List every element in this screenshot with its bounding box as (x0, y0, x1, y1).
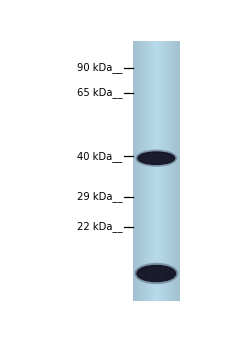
Bar (157, 41, 158, 301)
Bar (167, 41, 168, 301)
Bar (142, 41, 143, 301)
Bar (140, 41, 141, 301)
Bar (166, 41, 167, 301)
Bar (174, 41, 175, 301)
Text: 90 kDa__: 90 kDa__ (77, 63, 122, 73)
Bar (163, 41, 164, 301)
Bar (160, 41, 161, 301)
Bar (136, 41, 137, 301)
Bar (164, 41, 165, 301)
Bar (177, 41, 178, 301)
Bar (151, 41, 152, 301)
Text: 29 kDa__: 29 kDa__ (77, 191, 122, 202)
Bar (146, 41, 147, 301)
Bar (137, 41, 138, 301)
Bar (175, 41, 176, 301)
Bar (165, 41, 166, 301)
Bar (178, 41, 179, 301)
Bar (152, 41, 153, 301)
Ellipse shape (137, 265, 176, 282)
Bar (173, 41, 174, 301)
Bar (144, 41, 145, 301)
Bar (159, 41, 160, 301)
Bar (145, 41, 146, 301)
Bar (148, 41, 149, 301)
Bar (133, 41, 180, 301)
Bar (138, 41, 139, 301)
Bar (171, 41, 172, 301)
Bar (169, 41, 170, 301)
Bar (161, 41, 162, 301)
Ellipse shape (138, 152, 175, 165)
Text: 65 kDa__: 65 kDa__ (77, 87, 122, 98)
Bar (179, 41, 180, 301)
Bar (176, 41, 177, 301)
Bar (170, 41, 171, 301)
Text: 22 kDa__: 22 kDa__ (77, 221, 122, 232)
Bar (141, 41, 142, 301)
Text: 40 kDa__: 40 kDa__ (77, 151, 122, 162)
Bar (133, 41, 134, 301)
Bar (147, 41, 148, 301)
Bar (162, 41, 163, 301)
Bar (154, 41, 155, 301)
Bar (172, 41, 173, 301)
Bar (153, 41, 154, 301)
Ellipse shape (135, 263, 178, 284)
Bar (168, 41, 169, 301)
Bar (155, 41, 156, 301)
Bar (150, 41, 151, 301)
Bar (139, 41, 140, 301)
Bar (143, 41, 144, 301)
Bar (149, 41, 150, 301)
Bar (135, 41, 136, 301)
Bar (158, 41, 159, 301)
Ellipse shape (136, 150, 176, 166)
Bar (134, 41, 135, 301)
Bar (156, 41, 157, 301)
